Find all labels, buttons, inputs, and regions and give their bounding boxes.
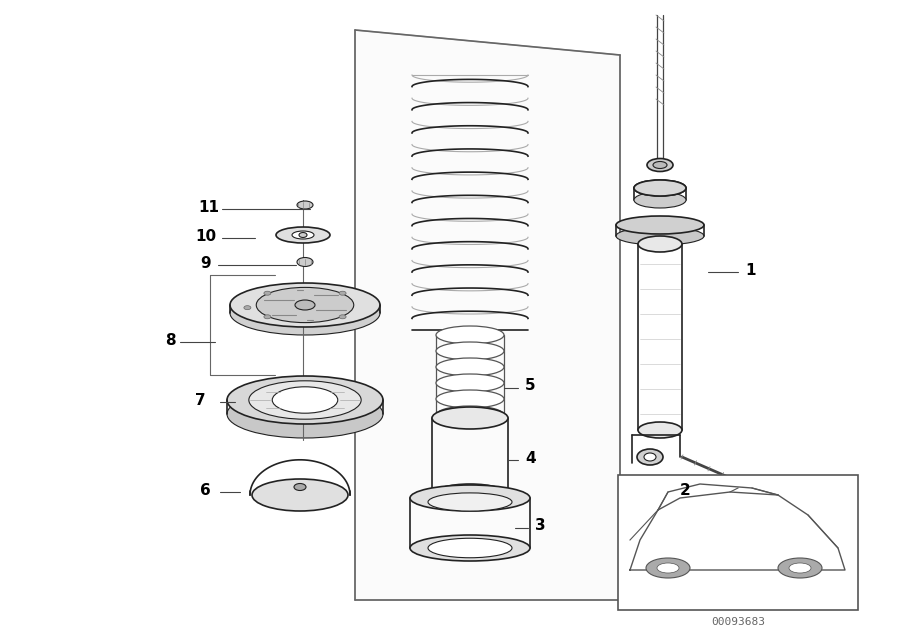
Ellipse shape [634, 180, 686, 196]
FancyBboxPatch shape [618, 475, 858, 610]
Ellipse shape [634, 180, 686, 196]
Text: 3: 3 [535, 517, 545, 533]
Ellipse shape [647, 159, 673, 171]
Text: 6: 6 [200, 482, 211, 497]
Ellipse shape [295, 300, 315, 310]
Text: 00093683: 00093683 [711, 617, 765, 627]
Ellipse shape [432, 407, 508, 429]
Ellipse shape [789, 563, 811, 573]
Text: 1: 1 [745, 262, 755, 278]
Ellipse shape [297, 201, 313, 209]
Ellipse shape [644, 453, 656, 461]
Text: 8: 8 [165, 333, 176, 348]
Ellipse shape [616, 216, 704, 234]
Ellipse shape [264, 291, 271, 295]
Text: 4: 4 [525, 450, 535, 466]
Ellipse shape [616, 227, 704, 245]
Ellipse shape [410, 535, 530, 561]
Ellipse shape [657, 563, 679, 573]
Ellipse shape [410, 485, 530, 511]
Ellipse shape [653, 162, 667, 169]
Ellipse shape [634, 192, 686, 208]
Ellipse shape [339, 315, 346, 318]
Ellipse shape [244, 306, 251, 310]
Ellipse shape [297, 257, 313, 266]
Ellipse shape [788, 500, 808, 512]
Ellipse shape [637, 449, 663, 465]
Ellipse shape [252, 479, 348, 511]
Ellipse shape [264, 315, 271, 318]
Ellipse shape [428, 538, 512, 558]
Ellipse shape [778, 558, 822, 578]
Text: 11: 11 [198, 199, 219, 215]
Text: 10: 10 [195, 229, 216, 243]
Ellipse shape [339, 291, 346, 295]
Ellipse shape [294, 483, 306, 490]
Ellipse shape [638, 236, 682, 252]
Ellipse shape [436, 374, 504, 392]
Ellipse shape [276, 227, 330, 243]
Ellipse shape [227, 376, 383, 424]
Ellipse shape [292, 231, 314, 239]
Polygon shape [355, 30, 620, 600]
Ellipse shape [299, 233, 307, 238]
Ellipse shape [248, 381, 361, 419]
Text: 7: 7 [195, 392, 205, 408]
Ellipse shape [227, 390, 383, 438]
Ellipse shape [638, 422, 682, 438]
Ellipse shape [436, 390, 504, 408]
Ellipse shape [272, 387, 338, 413]
Ellipse shape [256, 287, 354, 322]
Text: 5: 5 [525, 378, 535, 392]
Ellipse shape [646, 558, 690, 578]
Text: 9: 9 [200, 255, 211, 271]
Ellipse shape [432, 484, 508, 506]
Ellipse shape [230, 291, 380, 335]
Ellipse shape [230, 283, 380, 327]
Ellipse shape [436, 326, 504, 344]
Ellipse shape [784, 497, 812, 515]
Ellipse shape [436, 406, 504, 424]
Ellipse shape [436, 358, 504, 376]
Text: 2: 2 [680, 482, 691, 497]
Ellipse shape [436, 342, 504, 360]
Ellipse shape [428, 493, 512, 511]
